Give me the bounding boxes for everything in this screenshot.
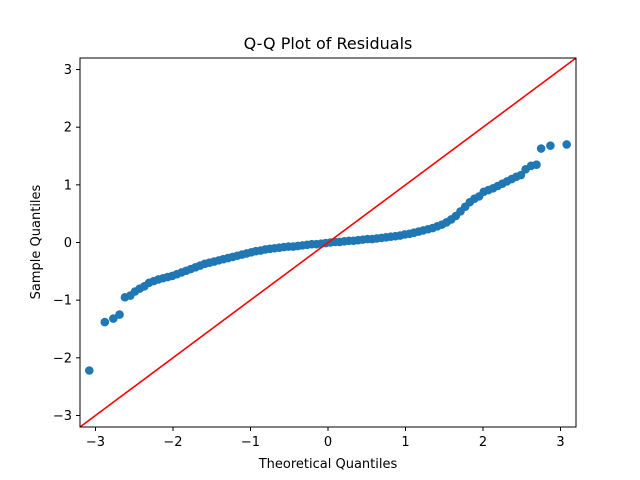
plot-frame [79, 57, 577, 428]
y-ticks: −3 −2 −1 0 1 2 3 [53, 63, 80, 424]
x-tick-label: −3 [86, 435, 105, 450]
data-point [562, 140, 571, 149]
data-point [516, 170, 526, 180]
points-layer [85, 140, 571, 375]
y-axis-title: Sample Quantiles [29, 184, 44, 299]
data-point [100, 317, 110, 327]
data-point [532, 160, 541, 169]
y-tick-label: 2 [64, 121, 72, 136]
reference-line [79, 57, 577, 428]
data-point [85, 366, 94, 375]
y-tick-label: −1 [53, 294, 72, 309]
x-tick-label: −2 [163, 435, 182, 450]
x-tick-label: 1 [401, 435, 409, 450]
y-tick-label: −3 [53, 409, 72, 424]
data-point [546, 141, 555, 150]
y-tick-label: 1 [64, 178, 72, 193]
y-tick-label: 3 [64, 63, 72, 78]
x-tick-label: 0 [324, 435, 332, 450]
x-tick-label: 2 [479, 435, 487, 450]
x-tick-label: −1 [241, 435, 260, 450]
y-tick-label: −2 [53, 351, 72, 366]
reference-line-layer [79, 57, 577, 428]
x-ticks: −3 −2 −1 0 1 2 3 [86, 427, 565, 450]
data-point [115, 310, 124, 319]
data-point [109, 314, 118, 323]
x-axis-title: Theoretical Quantiles [258, 457, 398, 472]
x-tick-label: 3 [556, 435, 564, 450]
data-point [536, 144, 546, 153]
y-tick-label: 0 [64, 236, 72, 251]
chart-title: Q-Q Plot of Residuals [244, 34, 413, 53]
